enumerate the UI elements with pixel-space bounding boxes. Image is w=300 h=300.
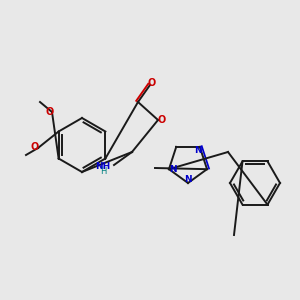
Text: N: N bbox=[184, 175, 192, 184]
Text: O: O bbox=[158, 115, 166, 125]
Text: H: H bbox=[100, 167, 107, 176]
Text: NH: NH bbox=[95, 162, 110, 171]
Text: O: O bbox=[147, 78, 156, 88]
Text: N: N bbox=[169, 165, 176, 174]
Text: N: N bbox=[194, 146, 202, 155]
Text: O: O bbox=[46, 107, 54, 117]
Text: O: O bbox=[31, 142, 39, 152]
